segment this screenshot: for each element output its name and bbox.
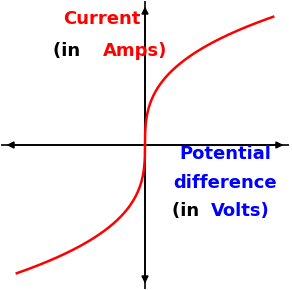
Text: difference: difference bbox=[173, 174, 277, 192]
Text: Potential: Potential bbox=[180, 145, 271, 163]
Text: Amps): Amps) bbox=[103, 41, 168, 60]
Text: Current: Current bbox=[63, 10, 140, 28]
Text: (in: (in bbox=[53, 41, 86, 60]
Text: (in: (in bbox=[172, 202, 206, 220]
Text: Volts): Volts) bbox=[211, 202, 270, 220]
